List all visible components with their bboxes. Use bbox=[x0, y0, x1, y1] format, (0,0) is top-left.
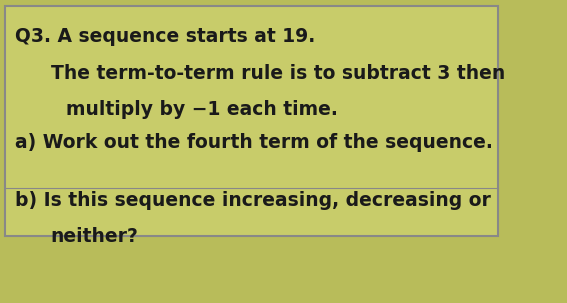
Text: Q3. A sequence starts at 19.: Q3. A sequence starts at 19. bbox=[15, 27, 315, 46]
Text: a) Work out the fourth term of the sequence.: a) Work out the fourth term of the seque… bbox=[15, 133, 493, 152]
Text: b) Is this sequence increasing, decreasing or: b) Is this sequence increasing, decreasi… bbox=[15, 191, 491, 210]
FancyBboxPatch shape bbox=[5, 6, 498, 236]
Text: multiply by −1 each time.: multiply by −1 each time. bbox=[66, 100, 338, 119]
Text: neither?: neither? bbox=[51, 227, 139, 246]
Text: The term-to-term rule is to subtract 3 then: The term-to-term rule is to subtract 3 t… bbox=[51, 64, 505, 83]
